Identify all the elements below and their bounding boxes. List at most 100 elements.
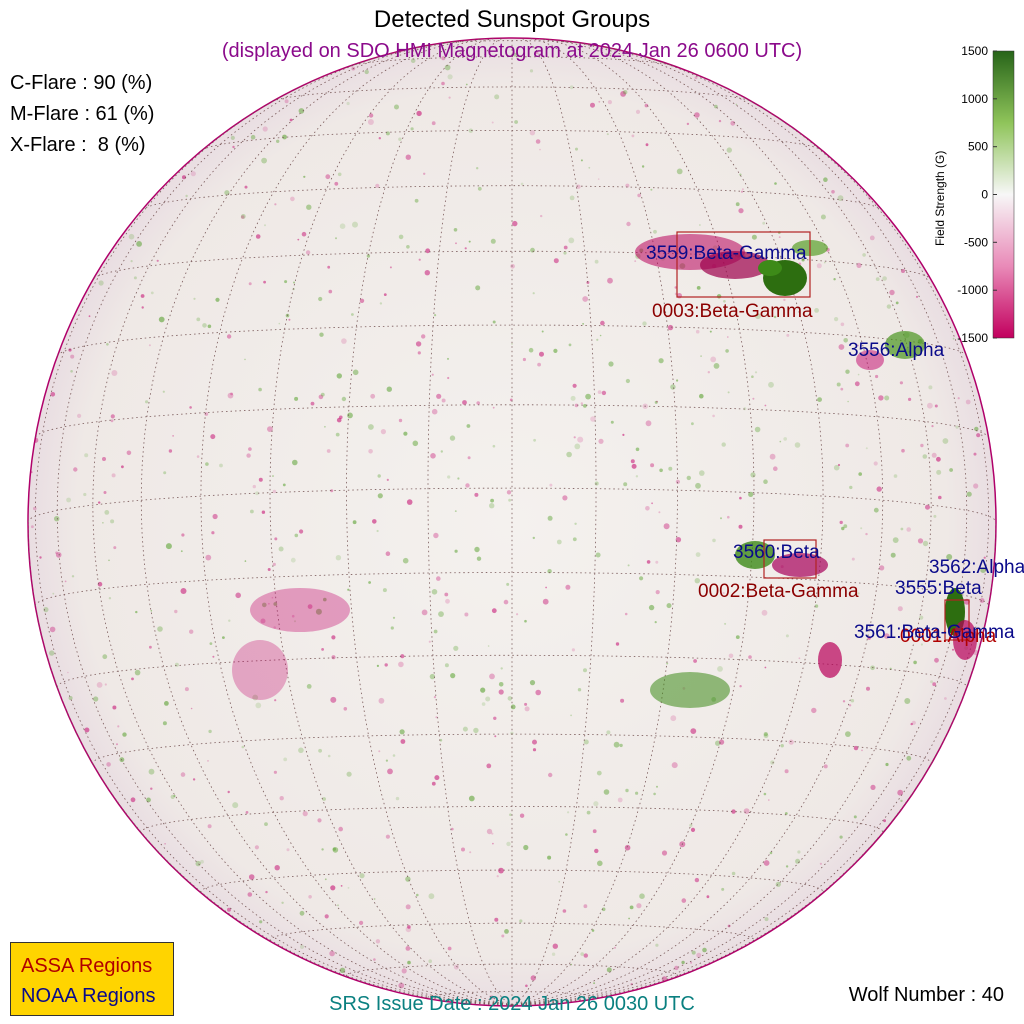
positive-field-speck bbox=[259, 920, 263, 924]
negative-field-speck bbox=[50, 392, 56, 397]
negative-field-speck bbox=[498, 867, 504, 874]
negative-field-speck bbox=[465, 483, 470, 488]
positive-field-speck bbox=[814, 308, 819, 313]
negative-field-speck bbox=[324, 914, 329, 919]
positive-field-speck bbox=[164, 701, 169, 706]
negative-field-speck bbox=[738, 524, 743, 529]
negative-field-speck bbox=[925, 504, 930, 510]
positive-field-speck bbox=[513, 52, 517, 57]
negative-field-speck bbox=[696, 952, 702, 958]
negative-field-speck bbox=[424, 270, 430, 276]
positive-field-speck bbox=[306, 204, 312, 210]
negative-field-speck bbox=[149, 645, 152, 649]
positive-field-speck bbox=[658, 358, 664, 364]
noaa-label-3560: 3560:Beta bbox=[733, 542, 820, 563]
negative-field-speck bbox=[738, 208, 744, 214]
positive-field-speck bbox=[619, 743, 623, 748]
positive-field-speck bbox=[392, 616, 396, 619]
positive-field-speck bbox=[873, 507, 879, 513]
negative-field-speck bbox=[624, 612, 628, 616]
positive-field-speck bbox=[196, 317, 201, 322]
negative-field-speck bbox=[901, 448, 905, 453]
negative-field-speck bbox=[453, 964, 459, 970]
negative-field-speck bbox=[405, 926, 412, 933]
positive-field-speck bbox=[597, 860, 603, 867]
negative-field-speck bbox=[934, 657, 939, 663]
positive-field-speck bbox=[723, 300, 726, 303]
region-box-0003 bbox=[676, 231, 811, 298]
positive-field-speck bbox=[468, 128, 473, 133]
positive-field-speck bbox=[601, 907, 606, 912]
positive-field-speck bbox=[783, 437, 787, 441]
negative-field-speck bbox=[878, 395, 884, 401]
negative-field-speck bbox=[501, 934, 505, 938]
negative-field-speck bbox=[267, 568, 271, 571]
positive-field-speck bbox=[352, 369, 359, 376]
negative-field-speck bbox=[594, 848, 599, 854]
positive-field-speck bbox=[596, 770, 602, 776]
negative-field-speck bbox=[190, 707, 193, 710]
positive-field-speck bbox=[104, 510, 110, 515]
negative-field-speck bbox=[64, 580, 67, 583]
negative-field-speck bbox=[310, 401, 315, 406]
positive-field-speck bbox=[613, 741, 620, 748]
positive-field-speck bbox=[952, 337, 955, 340]
positive-field-speck bbox=[490, 238, 496, 244]
positive-field-speck bbox=[306, 684, 312, 689]
positive-field-speck bbox=[511, 342, 513, 345]
positive-field-speck bbox=[457, 477, 460, 480]
positive-field-speck bbox=[530, 247, 535, 253]
negative-field-speck bbox=[227, 790, 230, 794]
negative-field-speck bbox=[583, 953, 588, 958]
positive-field-speck bbox=[352, 221, 358, 228]
positive-field-speck bbox=[886, 304, 892, 309]
negative-field-speck bbox=[367, 119, 374, 125]
negative-field-speck bbox=[212, 513, 218, 520]
positive-field-speck bbox=[292, 459, 298, 466]
positive-field-speck bbox=[610, 420, 614, 424]
negative-field-speck bbox=[739, 496, 742, 500]
positive-field-speck bbox=[416, 893, 419, 897]
negative-field-speck bbox=[741, 188, 744, 191]
positive-field-speck bbox=[318, 296, 323, 302]
negative-field-speck bbox=[492, 842, 494, 845]
positive-field-speck bbox=[974, 426, 979, 432]
positive-field-speck bbox=[202, 323, 207, 328]
positive-field-speck bbox=[492, 320, 496, 324]
positive-field-speck bbox=[591, 929, 595, 932]
negative-field-speck bbox=[290, 196, 295, 202]
negative-field-speck bbox=[400, 654, 405, 659]
negative-field-speck bbox=[740, 190, 744, 193]
positive-field-speck bbox=[716, 294, 722, 299]
negative-field-speck bbox=[494, 917, 499, 922]
negative-field-speck bbox=[192, 778, 196, 781]
negative-field-speck bbox=[635, 109, 641, 114]
c-flare-probability: C-Flare : 90 (%) bbox=[10, 72, 153, 94]
positive-field-speck bbox=[650, 188, 653, 191]
positive-field-speck bbox=[207, 324, 212, 329]
positive-field-speck bbox=[135, 610, 138, 614]
negative-field-speck bbox=[823, 764, 828, 769]
negative-field-speck bbox=[936, 456, 941, 462]
positive-field-speck bbox=[668, 466, 673, 471]
positive-field-speck bbox=[468, 240, 471, 243]
positive-field-speck bbox=[377, 493, 383, 499]
negative-field-speck bbox=[786, 333, 790, 337]
meridian-line bbox=[511, 41, 932, 1006]
negative-field-speck bbox=[548, 772, 553, 778]
negative-field-speck bbox=[686, 122, 690, 126]
negative-field-speck bbox=[248, 874, 255, 880]
negative-field-speck bbox=[272, 562, 276, 567]
noaa-label-3556: 3556:Alpha bbox=[848, 340, 945, 361]
negative-field-speck bbox=[607, 277, 613, 284]
parallel-line bbox=[269, 922, 755, 941]
parallel-line bbox=[200, 869, 824, 893]
parallel-line bbox=[346, 963, 678, 977]
positive-field-speck bbox=[853, 815, 857, 819]
positive-field-speck bbox=[49, 650, 55, 656]
negative-field-speck bbox=[693, 659, 697, 663]
positive-field-speck bbox=[208, 729, 212, 734]
positive-field-speck bbox=[623, 90, 628, 95]
negative-field-speck bbox=[274, 865, 280, 871]
positive-field-speck bbox=[500, 667, 503, 670]
